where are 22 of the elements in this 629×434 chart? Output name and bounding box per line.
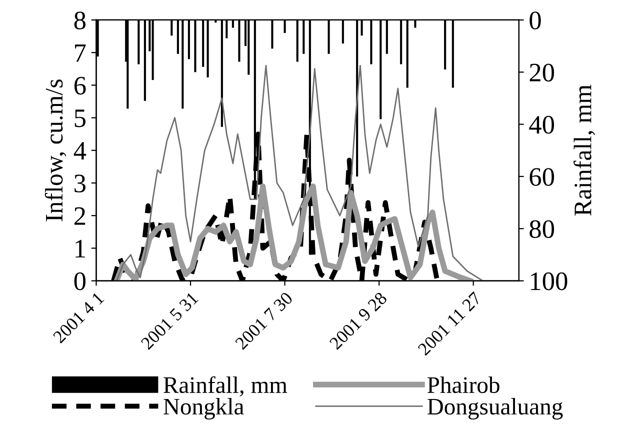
y-tick-label: 0 bbox=[74, 272, 86, 290]
y2-tick-label: 100 bbox=[530, 272, 568, 290]
y-tick-label: 7 bbox=[75, 44, 86, 62]
legend-label: Phairob bbox=[427, 376, 500, 394]
y2-tick-label: 80 bbox=[530, 220, 554, 238]
y-tick-label: 4 bbox=[74, 142, 86, 160]
y2-axis-title: Rainfall, mm bbox=[574, 84, 595, 216]
y2-tick-label: 40 bbox=[529, 116, 554, 134]
legend-label: Rainfall, mm bbox=[164, 376, 288, 396]
y2-tick-label: 0 bbox=[530, 12, 541, 30]
y-tick-label: 8 bbox=[74, 12, 86, 30]
y-axis-title: Inflow, cu.m/s bbox=[44, 80, 66, 222]
y-tick-label: 5 bbox=[74, 110, 86, 128]
y-tick-label: 1 bbox=[76, 240, 85, 258]
y-tick-label: 3 bbox=[74, 174, 86, 192]
y-tick-label: 6 bbox=[74, 76, 86, 95]
y2-tick-label: 20 bbox=[530, 64, 554, 82]
line-series bbox=[116, 64, 484, 281]
legend-label: Dongsualuang bbox=[427, 398, 563, 420]
y-tick-label: 2 bbox=[74, 207, 86, 225]
legend-label: Nongkla bbox=[164, 398, 244, 420]
y2-tick-label: 60 bbox=[530, 168, 554, 186]
